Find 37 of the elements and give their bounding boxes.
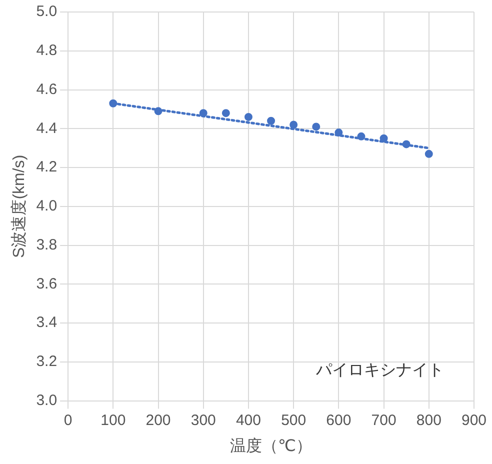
x-tick-label: 900 — [461, 412, 487, 429]
point — [244, 112, 252, 121]
y-tick-label: 3.0 — [36, 392, 58, 409]
y-tick-label: 4.2 — [36, 158, 58, 176]
point — [290, 120, 298, 129]
y-axis-title: S波速度(km/s) — [10, 154, 28, 258]
x-tick-label: 0 — [64, 412, 72, 429]
y-tick-label: 4.6 — [36, 80, 58, 98]
point — [109, 99, 118, 108]
x-tick-label: 600 — [326, 412, 352, 429]
y-tick-label: 4.0 — [36, 198, 58, 215]
x-tick-label: 100 — [100, 412, 126, 429]
point — [312, 122, 320, 131]
y-tick-label: 4.8 — [36, 42, 58, 60]
x-tick-label: 500 — [281, 412, 306, 429]
y-tick-label: 3.8 — [36, 236, 58, 254]
annotation: パイロキシナイト — [315, 362, 444, 380]
point — [267, 116, 276, 125]
point — [424, 150, 433, 158]
x-tick-label: 200 — [146, 412, 171, 429]
y-tick-label: 3.2 — [36, 353, 58, 370]
x-tick-label: 800 — [416, 412, 442, 429]
point — [402, 140, 410, 148]
y-tick-label: 3.6 — [36, 275, 58, 292]
point — [334, 128, 343, 137]
y-tick-label: 4.4 — [36, 120, 58, 137]
point — [222, 109, 230, 118]
x-axis-title: 温度（℃） — [230, 436, 312, 455]
y-tick-label: 5.0 — [36, 3, 58, 20]
x-tick-label: 700 — [371, 412, 396, 429]
point — [199, 109, 208, 118]
x-tick-label: 400 — [236, 412, 261, 429]
point — [357, 132, 366, 140]
x-tick-label: 300 — [190, 412, 216, 429]
y-tick-label: 3.4 — [36, 314, 58, 332]
point — [154, 107, 162, 116]
point — [380, 134, 388, 142]
